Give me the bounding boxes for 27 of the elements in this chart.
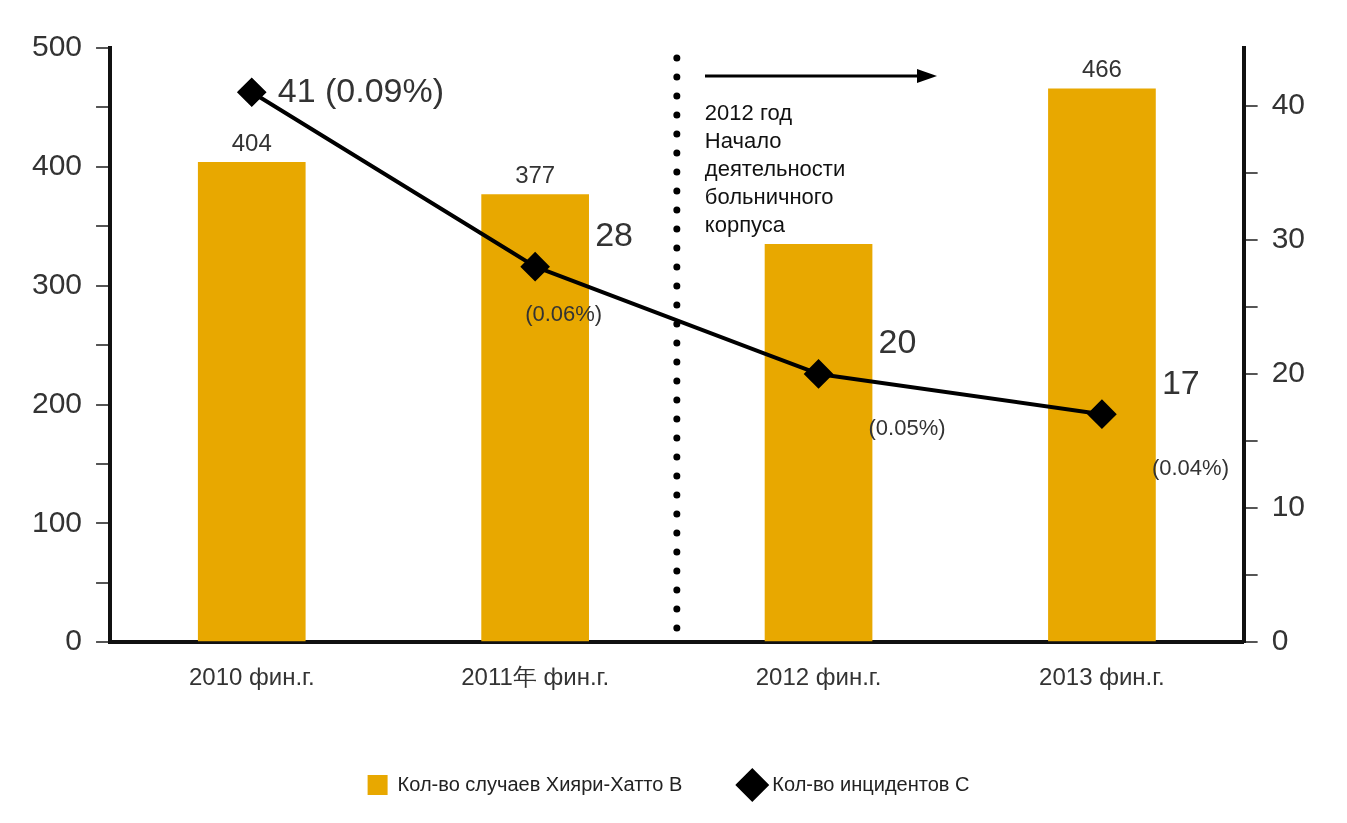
point (237, 78, 266, 107)
y-tick-label: 300 (31, 266, 83, 300)
data-label: 404 (231, 128, 272, 156)
y2-tick-label: 0 (1271, 623, 1289, 657)
y-tick-label: 100 (31, 504, 83, 538)
data-label: 41 (0.09%) (277, 70, 445, 109)
x-tick-label: 2011年 фин.г. (461, 663, 610, 691)
y2-tick-label: 10 (1271, 489, 1306, 523)
y2-tick-label: 30 (1271, 221, 1306, 255)
y-tick-label: 500 (31, 29, 83, 63)
y2-tick-label: 20 (1271, 355, 1306, 389)
y-tick-label: 400 (31, 148, 83, 182)
point (804, 359, 833, 388)
annotation: 2012 год Начало деятельности больничного корпуса (704, 100, 846, 238)
data-label: 466 (1081, 55, 1122, 83)
y-tick-label: 200 (31, 385, 83, 419)
y2-tick-label: 40 (1271, 86, 1306, 120)
point (1087, 400, 1116, 429)
x-tick-label: 2013 фин.г. (1039, 663, 1165, 691)
data-label: 377 (515, 160, 556, 188)
y-tick-label: 0 (65, 623, 83, 657)
x-tick-label: 2012 фин.г. (755, 663, 882, 691)
bar (197, 162, 306, 642)
legend-label: Кол-во случаев Хияри-Хатто B (397, 772, 683, 795)
x-tick-label: 2010 фин.г. (188, 663, 315, 691)
point (521, 252, 550, 281)
legend-label: Кол-во инцидентов C (772, 772, 970, 795)
